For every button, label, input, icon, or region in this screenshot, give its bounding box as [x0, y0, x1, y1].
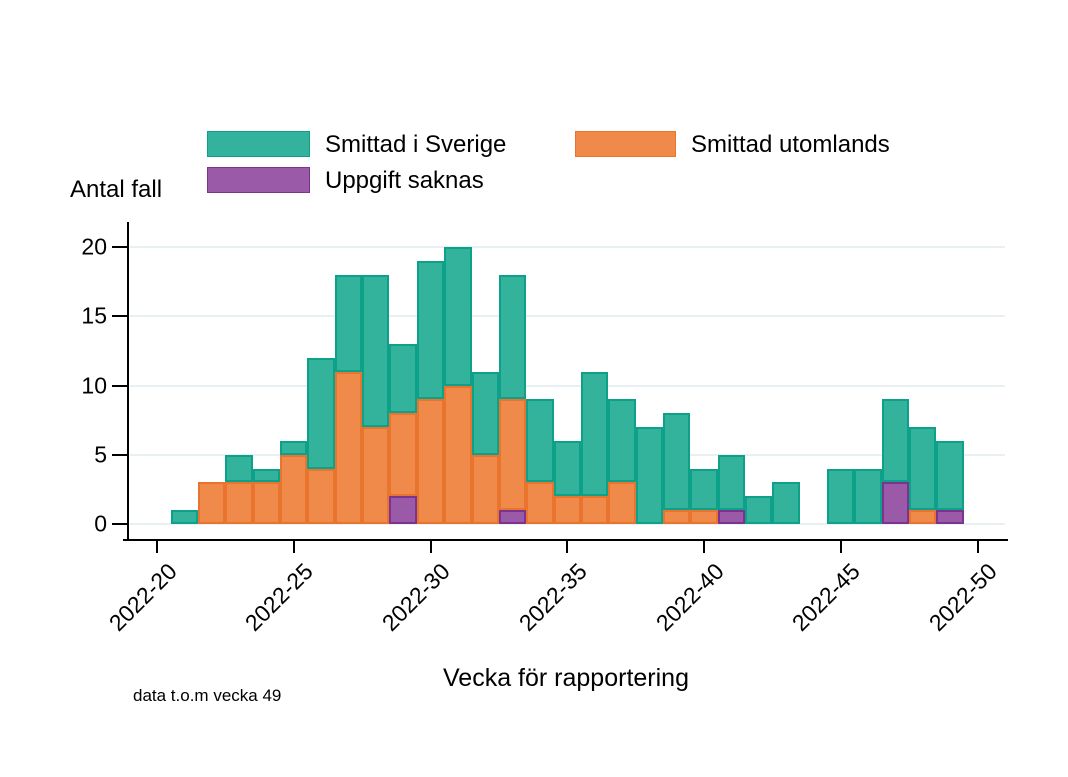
x-tick-2022-35 [566, 541, 569, 553]
bar-segment-2022-42-Smittad i Sverige [745, 496, 773, 524]
bar-segment-2022-32-Smittad utomlands [471, 454, 499, 524]
gridline-y-0 [130, 523, 1005, 525]
bar-segment-2022-26-Smittad i Sverige [307, 357, 335, 469]
bar-segment-2022-24-Smittad utomlands [252, 482, 281, 524]
bar-segment-2022-30-Smittad i Sverige [416, 260, 445, 400]
bar-segment-2022-49-Smittad i Sverige [936, 440, 964, 511]
y-axis-line [127, 222, 129, 541]
bar-segment-2022-41-Smittad i Sverige [717, 454, 746, 511]
bar-segment-2022-27-Smittad i Sverige [334, 274, 363, 372]
bar-segment-2022-36-Smittad i Sverige [580, 371, 609, 497]
bar-segment-2022-34-Smittad i Sverige [526, 399, 554, 483]
y-tick-label-5: 5 [94, 441, 107, 468]
bar-segment-2022-45-Smittad i Sverige [827, 468, 855, 524]
legend-label-uppgift-saknas: Uppgift saknas [325, 167, 484, 194]
x-tick-label-2022-25: 2022-25 [240, 558, 319, 637]
bar-segment-2022-49-Uppgift saknas [936, 510, 964, 524]
bar-segment-2022-48-Smittad i Sverige [909, 427, 937, 511]
bar-segment-2022-33-Uppgift saknas [498, 510, 527, 524]
gridline-y-15 [130, 315, 1005, 318]
bar-segment-2022-43-Smittad i Sverige [772, 482, 800, 524]
bar-segment-2022-24-Smittad i Sverige [252, 468, 281, 483]
gridline-y-20 [130, 246, 1005, 248]
bar-segment-2022-25-Smittad i Sverige [280, 440, 308, 455]
y-tick-0 [112, 523, 127, 525]
bar-segment-2022-41-Uppgift saknas [717, 510, 746, 524]
y-tick-15 [112, 315, 127, 318]
bar-segment-2022-21-Smittad i Sverige [170, 510, 199, 524]
bar-segment-2022-29-Smittad utomlands [389, 413, 417, 497]
legend-label-smittad-utomlands: Smittad utomlands [691, 131, 890, 158]
bar-segment-2022-35-Smittad i Sverige [553, 440, 581, 497]
bar-segment-2022-29-Uppgift saknas [389, 496, 417, 524]
bar-segment-2022-47-Smittad i Sverige [881, 399, 910, 483]
bar-segment-2022-35-Smittad utomlands [553, 496, 581, 524]
x-tick-label-2022-30: 2022-30 [376, 558, 455, 637]
x-tick-2022-25 [292, 541, 295, 553]
legend-swatch-smittad-utomlands [575, 131, 676, 157]
bar-segment-2022-32-Smittad i Sverige [471, 371, 499, 455]
bar-segment-2022-23-Smittad i Sverige [225, 454, 253, 483]
bar-segment-2022-40-Smittad i Sverige [690, 468, 718, 511]
bar-segment-2022-37-Smittad utomlands [608, 482, 636, 524]
bar-segment-2022-22-Smittad utomlands [198, 482, 226, 524]
y-tick-label-20: 20 [81, 233, 107, 260]
bar-segment-2022-48-Smittad utomlands [909, 510, 937, 524]
bar-segment-2022-31-Smittad utomlands [444, 385, 472, 524]
bar-segment-2022-38-Smittad i Sverige [635, 427, 663, 524]
bar-segment-2022-33-Smittad i Sverige [498, 274, 527, 400]
x-tick-2022-30 [429, 541, 432, 553]
bar-segment-2022-34-Smittad utomlands [526, 482, 554, 524]
x-tick-2022-40 [703, 541, 705, 553]
y-tick-10 [112, 384, 127, 387]
bar-segment-2022-26-Smittad utomlands [307, 468, 335, 524]
bar-segment-2022-29-Smittad i Sverige [389, 343, 417, 414]
bar-segment-2022-36-Smittad utomlands [580, 496, 609, 524]
bar-segment-2022-30-Smittad utomlands [416, 399, 445, 524]
bar-segment-2022-40-Smittad utomlands [690, 510, 718, 524]
legend-swatch-uppgift-saknas [207, 167, 310, 193]
bar-segment-2022-23-Smittad utomlands [225, 482, 253, 524]
bar-segment-2022-39-Smittad i Sverige [662, 413, 691, 511]
legend-label-smittad-i-sverige: Smittad i Sverige [325, 131, 507, 158]
gridline-y-10 [130, 384, 1005, 387]
bar-segment-2022-46-Smittad i Sverige [854, 468, 882, 524]
y-tick-label-15: 15 [81, 302, 107, 329]
bar-segment-2022-28-Smittad i Sverige [362, 274, 390, 428]
y-axis-title: Antal fall [70, 176, 163, 203]
x-axis-title: Vecka för rapportering [443, 664, 689, 692]
legend-swatch-smittad-i-sverige [207, 131, 310, 157]
bar-segment-2022-33-Smittad utomlands [498, 399, 527, 511]
y-tick-5 [112, 453, 127, 456]
x-tick-label-2022-40: 2022-40 [650, 558, 729, 637]
bar-segment-2022-39-Smittad utomlands [662, 510, 691, 524]
x-tick-label-2022-20: 2022-20 [103, 558, 182, 637]
y-tick-label-10: 10 [81, 372, 107, 398]
bar-segment-2022-37-Smittad i Sverige [608, 399, 636, 483]
bar-segment-2022-31-Smittad i Sverige [444, 247, 472, 386]
footnote: data t.o.m vecka 49 [133, 686, 282, 705]
x-tick-label-2022-35: 2022-35 [513, 558, 592, 637]
x-tick-label-2022-45: 2022-45 [787, 558, 866, 637]
y-tick-label-0: 0 [94, 510, 107, 537]
x-tick-label-2022-50: 2022-50 [923, 558, 1002, 637]
bar-segment-2022-47-Uppgift saknas [881, 482, 910, 524]
x-tick-2022-45 [839, 541, 842, 553]
bar-segment-2022-27-Smittad utomlands [334, 371, 363, 524]
x-axis-line [123, 539, 1008, 541]
x-tick-2022-20 [156, 541, 158, 553]
y-tick-20 [112, 246, 127, 248]
x-tick-2022-50 [976, 541, 979, 553]
bar-segment-2022-28-Smittad utomlands [362, 427, 390, 524]
bar-segment-2022-25-Smittad utomlands [280, 454, 308, 524]
